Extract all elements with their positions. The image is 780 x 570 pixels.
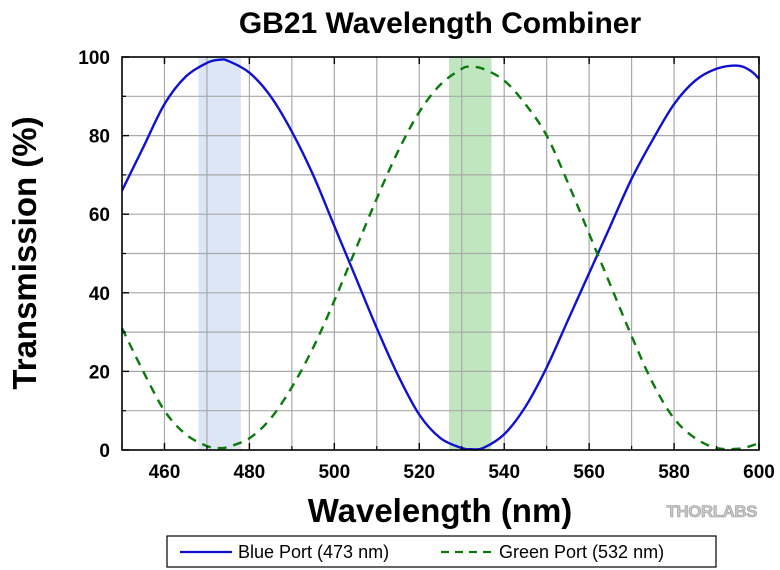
y-tick-label: 80 xyxy=(89,127,110,148)
logo-text: THORLABS xyxy=(667,502,758,521)
plot-area xyxy=(120,56,760,451)
chart-title: GB21 Wavelength Combiner xyxy=(239,7,642,40)
y-tick-label: 40 xyxy=(89,284,110,305)
y-tick-label: 20 xyxy=(89,362,110,383)
thorlabs-logo: THORLABS xyxy=(666,502,758,522)
x-tick-label: 600 xyxy=(743,462,775,483)
series-line-blue-port xyxy=(120,58,760,451)
y-tick-label: 60 xyxy=(89,205,110,226)
series-lines xyxy=(120,58,760,451)
y-axis-label: Transmission (%) xyxy=(6,116,43,389)
axis-ticks xyxy=(121,56,760,451)
x-tick-label: 520 xyxy=(403,462,435,483)
legend: Blue Port (473 nm) Green Port (532 nm) xyxy=(166,535,717,568)
x-tick-label: 560 xyxy=(573,462,605,483)
legend-label-blue-port: Blue Port (473 nm) xyxy=(238,542,389,562)
x-tick-label: 480 xyxy=(234,462,266,483)
tick-labels: 460 480 500 520 540 560 580 600 0 20 40 60 80 100 xyxy=(78,48,775,483)
x-tick-label: 540 xyxy=(488,462,520,483)
series-line-green-port xyxy=(120,65,760,451)
x-tick-label: 580 xyxy=(658,462,690,483)
grid xyxy=(122,57,759,450)
x-tick-label: 500 xyxy=(318,462,350,483)
y-tick-label: 100 xyxy=(78,48,110,69)
x-tick-label: 460 xyxy=(149,462,181,483)
legend-label-green-port: Green Port (532 nm) xyxy=(499,542,664,562)
y-tick-label: 0 xyxy=(99,441,110,462)
x-axis-label: Wavelength (nm) xyxy=(308,492,573,529)
